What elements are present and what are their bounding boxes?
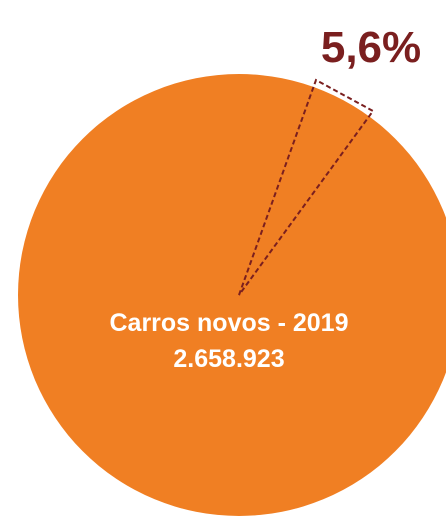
main-slice-value: 2.658.923 xyxy=(173,345,284,373)
main-slice-label: Carros novos - 2019 xyxy=(110,309,349,337)
highlighted-slice-outline xyxy=(238,78,375,296)
main-pie-slice xyxy=(18,74,446,516)
highlighted-slice-label: 5,6% xyxy=(321,23,421,72)
